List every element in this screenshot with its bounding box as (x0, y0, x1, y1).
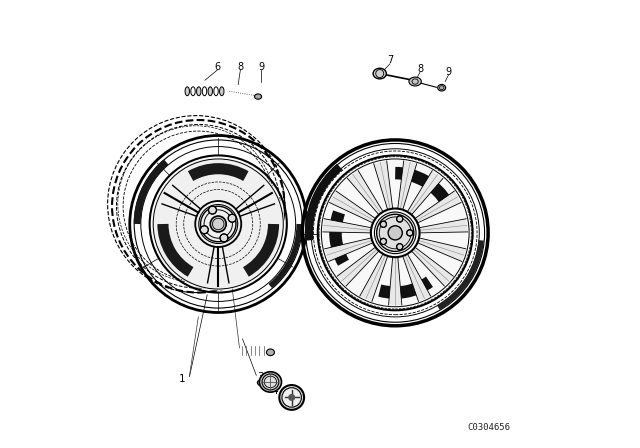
Circle shape (380, 238, 387, 245)
Text: 9: 9 (258, 62, 264, 72)
Polygon shape (374, 161, 392, 209)
Text: 2: 2 (295, 226, 301, 236)
Text: 8: 8 (237, 62, 243, 72)
Circle shape (209, 206, 216, 214)
Circle shape (152, 158, 285, 290)
Ellipse shape (196, 87, 201, 96)
Text: 5: 5 (290, 396, 297, 406)
Ellipse shape (264, 376, 276, 388)
Polygon shape (412, 248, 453, 286)
Circle shape (406, 230, 413, 236)
Ellipse shape (257, 379, 279, 389)
Polygon shape (360, 255, 387, 302)
Ellipse shape (220, 87, 224, 96)
Polygon shape (416, 191, 461, 223)
Circle shape (388, 226, 403, 240)
Ellipse shape (185, 87, 189, 96)
Circle shape (279, 385, 304, 410)
Circle shape (211, 216, 226, 232)
Polygon shape (323, 219, 371, 233)
Circle shape (282, 388, 301, 407)
Circle shape (380, 221, 387, 228)
Text: 6: 6 (214, 62, 220, 72)
Polygon shape (348, 171, 383, 214)
Ellipse shape (259, 372, 282, 392)
Circle shape (288, 394, 295, 401)
Circle shape (320, 158, 470, 308)
Text: 9: 9 (445, 67, 451, 77)
Polygon shape (403, 255, 431, 302)
Circle shape (376, 214, 414, 251)
Polygon shape (398, 161, 417, 209)
Text: 4: 4 (271, 386, 278, 396)
Polygon shape (330, 191, 374, 223)
Circle shape (397, 216, 403, 222)
Text: 1: 1 (179, 374, 185, 384)
Polygon shape (388, 258, 402, 305)
Polygon shape (337, 248, 378, 286)
Circle shape (228, 214, 236, 222)
Text: C0304656: C0304656 (467, 423, 510, 432)
Text: 8: 8 (417, 64, 423, 74)
Polygon shape (324, 238, 372, 262)
Circle shape (200, 226, 209, 234)
Polygon shape (408, 171, 443, 214)
Polygon shape (420, 219, 468, 233)
Polygon shape (419, 238, 466, 262)
Ellipse shape (409, 77, 421, 86)
Circle shape (220, 234, 228, 242)
Ellipse shape (438, 84, 445, 91)
Ellipse shape (262, 374, 279, 390)
Text: 3: 3 (257, 372, 264, 382)
Circle shape (302, 140, 488, 326)
Ellipse shape (266, 349, 275, 356)
Ellipse shape (208, 87, 212, 96)
Circle shape (397, 244, 403, 250)
Text: 7: 7 (387, 55, 393, 65)
Ellipse shape (255, 94, 262, 99)
Ellipse shape (373, 68, 387, 79)
